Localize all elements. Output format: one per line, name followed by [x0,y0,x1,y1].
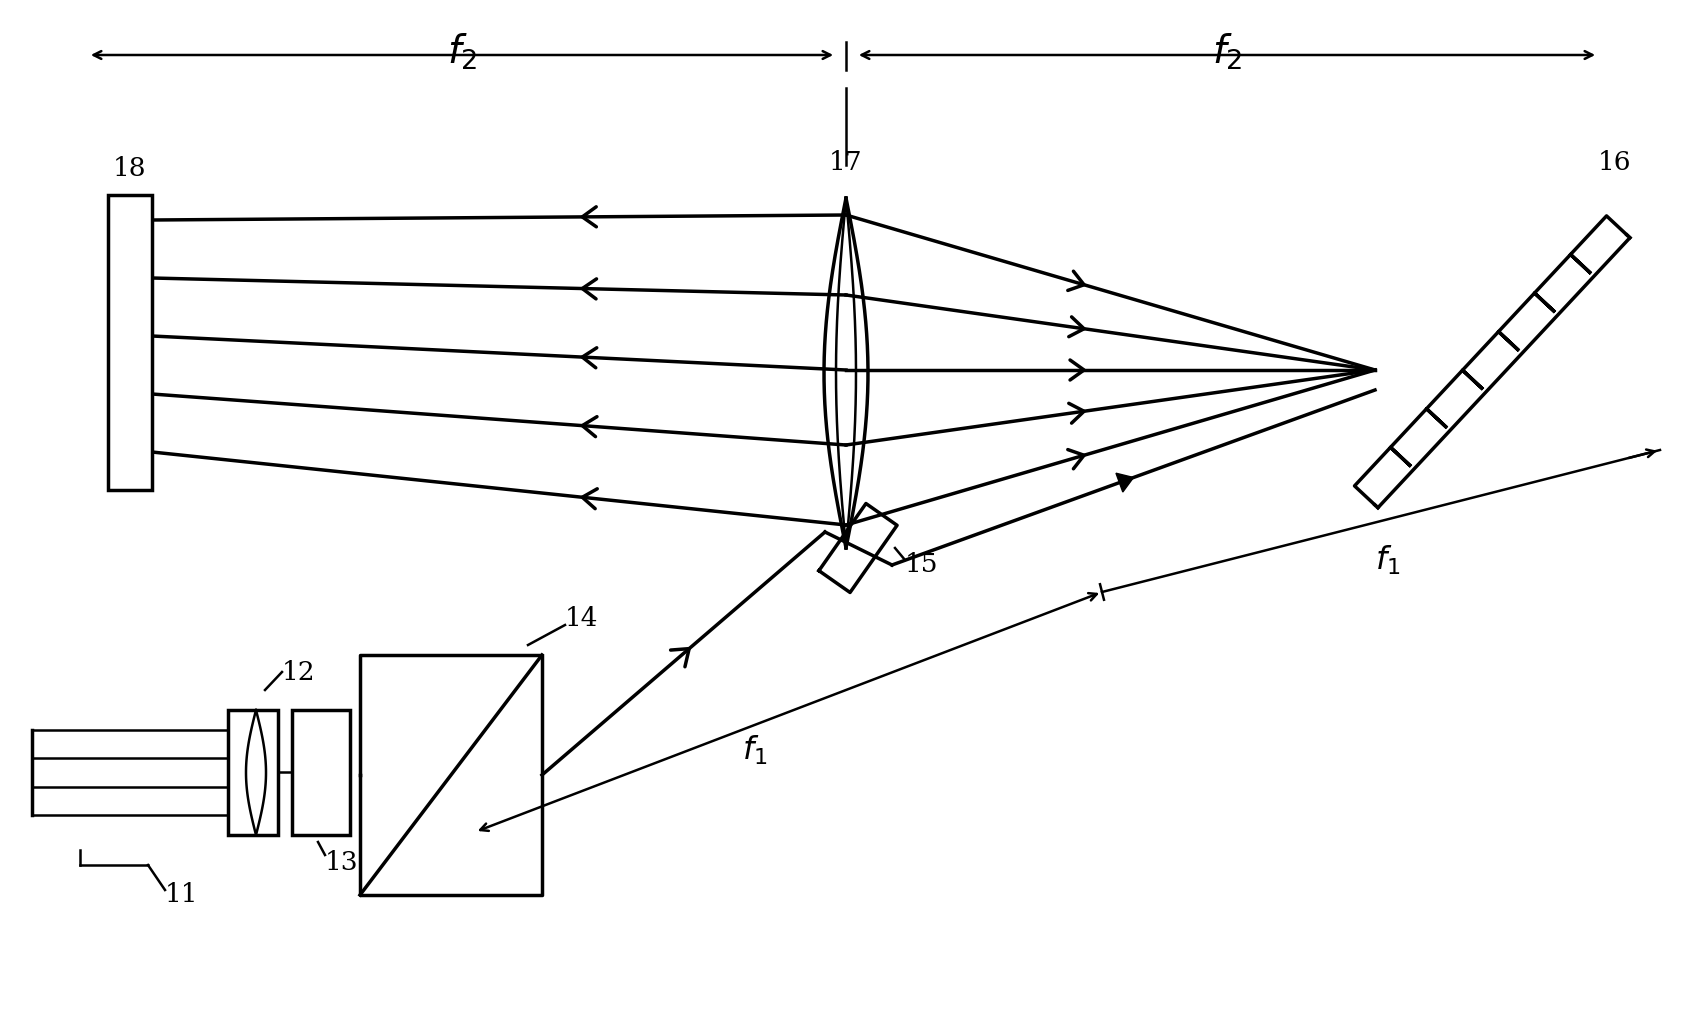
Text: 15: 15 [905,553,939,578]
Bar [293,710,350,835]
Text: $f_1$: $f_1$ [743,734,768,767]
Text: $f_2$: $f_2$ [1211,32,1242,72]
Bar [108,195,152,490]
Text: $f_1$: $f_1$ [1376,543,1401,576]
Text: 17: 17 [829,149,863,175]
Text: $f_2$: $f_2$ [447,32,477,72]
Text: 14: 14 [565,605,599,630]
Text: 18: 18 [113,155,147,180]
Text: 12: 12 [283,659,316,684]
Bar [228,710,277,835]
Text: 11: 11 [166,883,198,908]
Text: 13: 13 [325,850,359,875]
Polygon shape [1117,473,1134,492]
Text: 16: 16 [1597,149,1631,175]
